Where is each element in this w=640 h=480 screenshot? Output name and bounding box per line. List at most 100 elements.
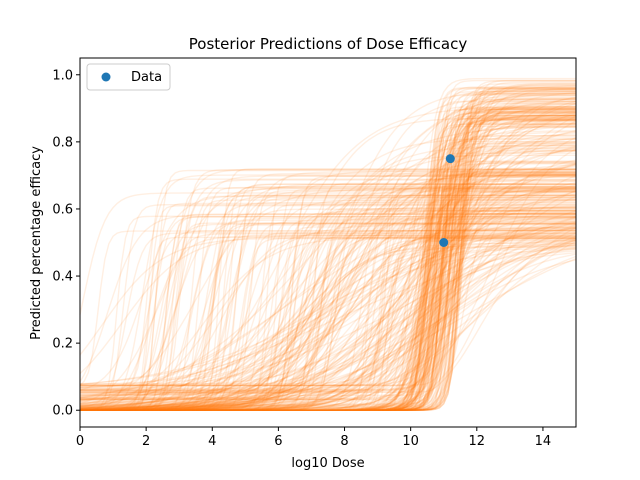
posterior-curve: [80, 109, 577, 411]
posterior-curve: [80, 161, 576, 411]
posterior-curve: [80, 87, 576, 411]
posterior-curve: [79, 223, 576, 408]
posterior-curve: [80, 89, 576, 411]
posterior-curve: [80, 178, 576, 390]
posterior-curve: [80, 212, 576, 411]
posterior-curve: [80, 98, 576, 401]
posterior-curve: [80, 123, 576, 393]
posterior-curve: [79, 248, 577, 411]
posterior-curve: [80, 242, 577, 411]
posterior-curve: [80, 162, 576, 411]
y-tick-label: 0.0: [52, 404, 73, 419]
posterior-curve: [79, 198, 577, 399]
posterior-curve: [80, 210, 576, 411]
posterior-curve: [80, 194, 576, 411]
posterior-curve: [80, 88, 577, 411]
posterior-curve: [80, 206, 576, 411]
posterior-curve: [80, 173, 576, 411]
posterior-curve: [80, 100, 577, 411]
posterior-curve: [80, 118, 576, 411]
posterior-curve: [80, 83, 576, 411]
posterior-curve: [80, 208, 576, 411]
posterior-curve: [80, 216, 576, 411]
posterior-curve: [80, 98, 576, 411]
posterior-curve: [80, 190, 576, 411]
y-axis-label: Predicted percentage efficacy: [29, 146, 44, 340]
posterior-curve: [80, 201, 576, 411]
legend-marker-data: [101, 72, 111, 82]
posterior-curve: [80, 237, 577, 411]
posterior-curve: [80, 138, 576, 411]
posterior-curve: [80, 196, 576, 411]
posterior-curve: [79, 122, 577, 401]
posterior-curve: [80, 226, 576, 411]
posterior-curve: [80, 112, 576, 411]
posterior-curve: [80, 145, 576, 411]
x-axis-label: log10 Dose: [291, 456, 364, 471]
posterior-curve: [79, 231, 577, 410]
posterior-curve: [79, 241, 576, 411]
posterior-curve: [79, 247, 576, 411]
posterior-curve: [80, 83, 576, 411]
posterior-curve: [80, 144, 576, 411]
posterior-curve: [80, 222, 576, 411]
posterior-curve: [80, 205, 577, 411]
posterior-curve: [80, 259, 577, 411]
posterior-curve: [80, 146, 577, 411]
posterior-curve: [80, 186, 576, 411]
posterior-curve: [80, 239, 577, 411]
posterior-curve: [80, 228, 577, 411]
posterior-curve: [80, 114, 577, 401]
posterior-curve: [80, 205, 576, 411]
posterior-curve: [80, 209, 576, 411]
posterior-curve: [80, 84, 576, 386]
posterior-curve: [80, 193, 577, 411]
posterior-curve: [80, 219, 576, 411]
posterior-curve: [80, 114, 576, 391]
posterior-curve: [80, 229, 576, 411]
posterior-curve: [80, 237, 576, 411]
posterior-curve: [79, 213, 576, 383]
y-tick-label: 1.0: [52, 68, 73, 83]
posterior-curve: [80, 175, 576, 411]
legend-label-data: Data: [131, 70, 162, 85]
posterior-curve: [80, 199, 576, 411]
posterior-curve: [80, 243, 577, 411]
y-tick-label: 0.4: [52, 270, 73, 285]
posterior-curve: [79, 215, 576, 411]
posterior-curve: [80, 115, 576, 411]
posterior-curve: [80, 174, 576, 411]
posterior-curve: [79, 217, 576, 407]
posterior-curve: [79, 243, 577, 398]
posterior-curve: [79, 180, 577, 408]
posterior-curve: [80, 107, 576, 408]
posterior-curve: [80, 170, 576, 411]
posterior-curve: [80, 135, 576, 411]
posterior-curve: [80, 246, 576, 411]
posterior-curve: [80, 213, 576, 411]
y-tick-label: 0.8: [52, 135, 73, 150]
posterior-curve: [80, 112, 576, 411]
posterior-curve: [80, 238, 576, 401]
x-tick-label: 0: [76, 434, 84, 449]
posterior-curve: [80, 191, 576, 411]
posterior-curve: [80, 162, 577, 411]
posterior-curve: [80, 110, 576, 386]
posterior-curve: [80, 99, 576, 407]
posterior-curve: [80, 216, 576, 411]
posterior-curve: [80, 125, 576, 411]
posterior-curve: [80, 222, 576, 411]
posterior-curve: [80, 173, 576, 411]
posterior-curve: [79, 220, 577, 385]
posterior-curve: [80, 187, 576, 395]
posterior-curve: [80, 79, 576, 411]
posterior-curve: [80, 210, 576, 411]
posterior-curve: [80, 92, 577, 411]
posterior-curve: [80, 195, 577, 411]
posterior-curve: [80, 85, 577, 411]
posterior-curve: [80, 223, 576, 411]
posterior-curve: [80, 149, 577, 411]
posterior-curve: [80, 244, 577, 411]
posterior-curve: [79, 230, 576, 386]
posterior-curve: [80, 171, 576, 411]
